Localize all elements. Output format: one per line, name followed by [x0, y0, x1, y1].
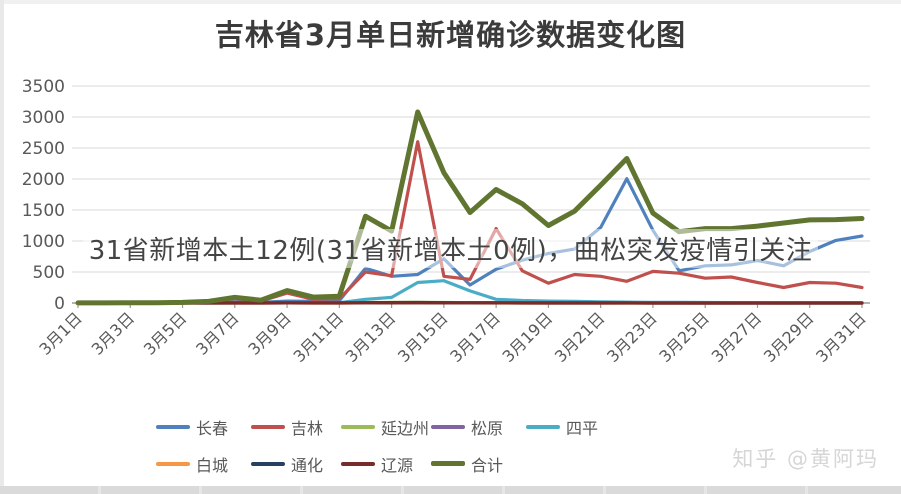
x-axis-tick-label: 3月19日: [499, 308, 557, 366]
frame-edge-left: [0, 0, 4, 494]
series-line-合计: [75, 109, 865, 306]
y-axis-tick-label: 500: [33, 263, 65, 283]
series-line-吉林: [76, 140, 864, 305]
x-axis-tick-label: 3月11日: [289, 308, 347, 366]
legend-label: 延边州: [381, 418, 430, 438]
x-axis-tick-label: 3月25日: [655, 308, 713, 366]
watermark: 知乎 @黄阿玛: [732, 447, 879, 471]
legend-item-合计: 合计: [431, 452, 526, 476]
legend-row: 白城 通化 辽源 合计: [156, 445, 621, 482]
x-axis-tick-label: 3月5日: [140, 308, 190, 358]
x-axis-tick-label: 3月1日: [35, 308, 85, 358]
legend-swatch: [431, 424, 465, 429]
legend-label: 辽源: [381, 455, 414, 475]
legend-item-松原: 松原: [431, 415, 526, 439]
x-axis-tick-label: 3月13日: [342, 308, 400, 366]
x-axis-tick-label: 3月15日: [394, 308, 452, 366]
x-axis-tick-label: 3月17日: [446, 308, 504, 366]
legend-swatch: [251, 461, 285, 466]
legend-item-四平: 四平: [526, 415, 621, 439]
chart-legend: 长春 吉林 延边州 松原 四平白城 通化 辽源 合计: [156, 408, 621, 482]
frame-edge-top: [0, 0, 901, 4]
y-axis-tick-label: 2500: [22, 139, 65, 159]
x-axis-tick-label: 3月3日: [88, 308, 138, 358]
legend-label: 白城: [196, 455, 229, 475]
legend-swatch: [156, 424, 190, 429]
legend-swatch: [526, 424, 560, 429]
frame-edge-bottom: [0, 486, 901, 494]
chart-title: 吉林省3月单日新增确诊数据变化图: [214, 18, 687, 52]
legend-item-辽源: 辽源: [341, 452, 431, 476]
x-axis-tick-label: 3月9日: [244, 308, 294, 358]
legend-swatch: [251, 424, 285, 429]
legend-item-通化: 通化: [251, 452, 341, 476]
legend-label: 吉林: [291, 418, 324, 438]
legend-label: 通化: [291, 455, 324, 475]
y-axis-tick-label: 0: [54, 294, 65, 314]
y-axis-tick-label: 1500: [22, 201, 65, 221]
legend-label: 长春: [196, 418, 229, 438]
x-axis-tick-label: 3月27日: [708, 308, 766, 366]
x-axis-tick-label: 3月29日: [760, 308, 818, 366]
y-axis-tick-label: 3000: [22, 108, 65, 128]
legend-label: 松原: [471, 418, 504, 438]
legend-item-白城: 白城: [156, 452, 251, 476]
legend-swatch: [431, 461, 465, 466]
y-axis-tick-label: 1000: [22, 232, 65, 252]
legend-label: 四平: [566, 418, 599, 438]
legend-swatch: [341, 461, 375, 466]
legend-item-吉林: 吉林: [251, 415, 341, 439]
legend-label: 合计: [471, 455, 504, 475]
legend-item-长春: 长春: [156, 415, 251, 439]
legend-swatch: [341, 424, 375, 429]
y-axis-tick-label: 2000: [22, 170, 65, 190]
x-axis-tick-label: 3月21日: [551, 308, 609, 366]
x-axis-tick-label: 3月7日: [192, 308, 242, 358]
x-axis-tick-label: 3月23日: [603, 308, 661, 366]
legend-row: 长春 吉林 延边州 松原 四平: [156, 408, 621, 445]
x-axis-tick-label: 3月31日: [812, 308, 870, 366]
legend-swatch: [156, 461, 190, 466]
legend-item-延边州: 延边州: [341, 415, 431, 439]
y-axis-tick-label: 3500: [22, 77, 65, 97]
